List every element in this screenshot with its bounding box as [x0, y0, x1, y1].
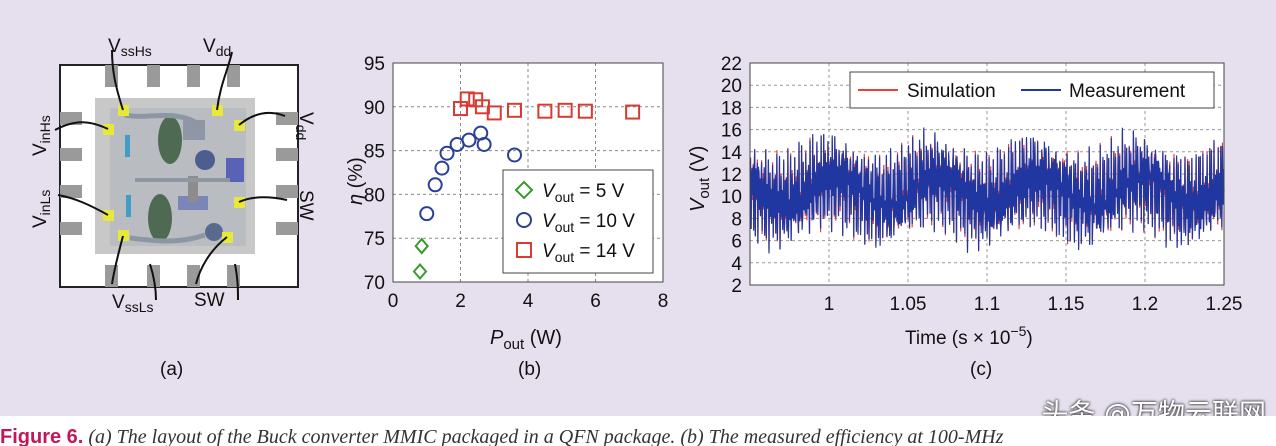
- figure-panel: VssHs Vdd VinHs VinLs Vdd SW VssLs SW (a…: [30, 36, 1266, 430]
- waveform-y-tick-label: 12: [721, 165, 742, 186]
- efficiency-point-14v: [577, 103, 593, 119]
- efficiency-point-10v: [427, 177, 443, 193]
- efficiency-y-tick-label: 85: [364, 142, 385, 163]
- panel-a-label: (a): [160, 359, 183, 380]
- waveform-x-tick-label: 1.15: [1048, 294, 1085, 315]
- waveform-x-tick-label: 1.05: [890, 294, 927, 315]
- waveform-x-tick-label: 1.25: [1206, 294, 1243, 315]
- waveform-y-tick-label: 14: [721, 143, 743, 164]
- waveform-y-axis-label: Vout (V): [687, 146, 713, 212]
- waveform-line-measurement: [749, 127, 1225, 254]
- legend-label-14v: Vout = 14 V: [542, 241, 635, 265]
- efficiency-x-tick-label: 6: [590, 291, 601, 312]
- waveform-x-tick-label: 1.2: [1132, 294, 1158, 315]
- efficiency-point-10v: [434, 160, 450, 176]
- efficiency-y-tick-label: 95: [364, 54, 385, 75]
- efficiency-point-5v: [414, 237, 430, 255]
- efficiency-point-14v: [537, 103, 553, 119]
- panel-c-label: (c): [970, 359, 992, 380]
- efficiency-point-10v: [461, 132, 477, 148]
- efficiency-point-14v: [486, 105, 502, 121]
- efficiency-point-10v: [507, 147, 522, 163]
- caption-text: (a) The layout of the Buck converter MMI…: [83, 426, 1004, 446]
- legend-label-10v: Vout = 10 V: [542, 211, 635, 235]
- legend-label-simulation: Simulation: [907, 81, 996, 102]
- waveform-x-axis-label: Time (s × 10−5): [905, 323, 1033, 349]
- efficiency-y-tick-label: 80: [364, 185, 385, 206]
- efficiency-point-14v: [625, 104, 641, 120]
- efficiency-x-axis-label: Pout (W): [490, 327, 562, 353]
- efficiency-chart: 0 2 4 6 8 70 75 80 85 90 95 Vout = 5 V Vout = 10 V…: [345, 54, 669, 380]
- waveform-y-tick-label: 20: [721, 76, 742, 97]
- pin-label-vinhs: VinHs: [30, 115, 53, 156]
- efficiency-x-tick-label: 2: [455, 291, 466, 312]
- efficiency-point-14v: [507, 102, 522, 118]
- waveform-y-tick-label: 18: [721, 98, 742, 119]
- waveform-y-tick-label: 16: [721, 121, 742, 142]
- pin-label-vinls: VinLs: [30, 190, 53, 228]
- efficiency-y-tick-label: 70: [364, 273, 385, 294]
- efficiency-point-10v: [476, 136, 492, 152]
- waveform-y-tick-label: 22: [721, 54, 742, 75]
- legend-marker-10v: [516, 212, 532, 228]
- pin-label-vdd-right: Vdd: [293, 112, 316, 140]
- waveform-y-tick-label: 8: [731, 209, 742, 230]
- efficiency-point-5v: [412, 262, 428, 281]
- efficiency-y-tick-label: 90: [364, 98, 385, 119]
- mmic-die: [110, 108, 246, 246]
- waveform-y-tick-label: 2: [731, 276, 742, 297]
- waveform-x-tick-label: 1.1: [974, 294, 1000, 315]
- efficiency-point-10v: [439, 145, 455, 161]
- waveform-x-tick-label: 1: [824, 294, 835, 315]
- caption-bar: Figure 6. (a) The layout of the Buck con…: [0, 416, 1276, 446]
- efficiency-point-14v: [459, 91, 475, 107]
- legend-marker-5v: [514, 180, 534, 200]
- pin-label-sw-right: SW: [295, 190, 316, 221]
- efficiency-y-axis-label: η (%): [345, 157, 367, 205]
- qfn-layout-diagram: VssHs Vdd VinHs VinLs Vdd SW VssLs SW (a…: [30, 36, 316, 380]
- efficiency-point-14v: [557, 102, 573, 118]
- pin-label-vssls: VssLs: [112, 292, 153, 315]
- waveform-y-tick-label: 4: [731, 254, 742, 275]
- figure-caption: Figure 6. (a) The layout of the Buck con…: [0, 426, 1003, 446]
- qfn-package: [54, 49, 299, 301]
- legend-label-measurement: Measurement: [1069, 81, 1186, 102]
- waveform-y-tick-label: 10: [721, 187, 742, 208]
- pin-label-sw-bottom: SW: [194, 290, 225, 311]
- efficiency-legend: Vout = 5 V Vout = 10 V Vout = 14 V: [502, 169, 654, 274]
- efficiency-x-tick-label: 4: [523, 291, 534, 312]
- panel-b-label: (b): [518, 359, 541, 380]
- waveform-legend: Simulation Measurement: [849, 71, 1215, 109]
- efficiency-y-tick-label: 75: [364, 229, 385, 250]
- waveform-y-tick-label: 6: [731, 232, 742, 253]
- pin-label-vsshs: VssHs: [108, 36, 152, 59]
- efficiency-x-tick-label: 8: [658, 291, 669, 312]
- efficiency-x-tick-label: 0: [388, 291, 399, 312]
- efficiency-point-10v: [419, 206, 435, 222]
- figure-label: Figure 6.: [0, 426, 84, 446]
- legend-label-5v: Vout = 5 V: [542, 181, 625, 205]
- legend-marker-14v: [516, 242, 532, 258]
- pin-label-vdd-top: Vdd: [203, 36, 231, 59]
